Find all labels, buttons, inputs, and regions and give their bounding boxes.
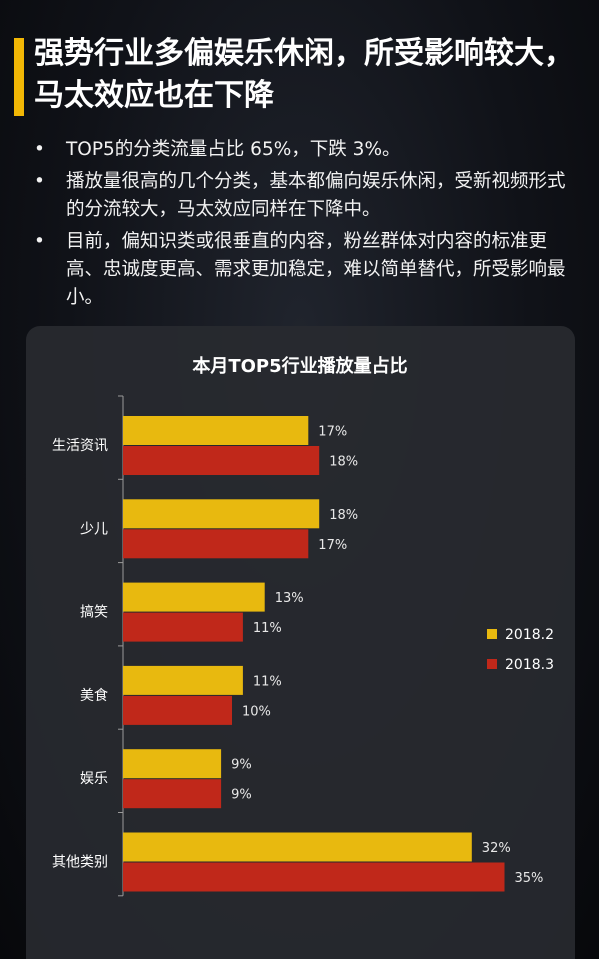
bullet-list: • TOP5的分类流量占比 65%，下跌 3%。 • 播放量很高的几个分类，基本都偏…: [30, 136, 575, 316]
chart-title: 本月TOP5行业播放量占比: [192, 355, 407, 377]
bar-2018.3: [123, 695, 232, 725]
data-label: 10%: [242, 704, 271, 719]
bar-2018.2: [123, 749, 222, 779]
bar-2018.3: [123, 779, 222, 809]
data-label: 9%: [231, 788, 252, 803]
data-label: 9%: [231, 758, 252, 773]
bar-2018.2: [123, 582, 265, 612]
bullet-item: • TOP5的分类流量占比 65%，下跌 3%。: [30, 136, 575, 164]
data-label: 35%: [515, 871, 544, 886]
data-label: 32%: [482, 841, 511, 856]
bullet-dot-icon: •: [34, 139, 45, 160]
data-label: 17%: [318, 538, 347, 553]
bar-2018.2: [123, 665, 243, 695]
bullet-text: TOP5的分类流量占比 65%，下跌 3%。: [66, 139, 401, 160]
category-label: 娱乐: [80, 771, 108, 787]
bullet-dot-icon: •: [34, 171, 45, 192]
category-label: 生活资讯: [52, 438, 108, 454]
bullet-item: • 播放量很高的几个分类，基本都偏向娱乐休闲，受新视频形式的分流较大，马太效应同样…: [30, 168, 575, 224]
bullet-dot-icon: •: [34, 231, 45, 252]
legend-entry: 2018.2: [505, 627, 554, 643]
data-label: 11%: [253, 674, 282, 689]
category-label: 美食: [80, 687, 108, 704]
category-label: 少儿: [80, 521, 108, 537]
legend-entry: 2018.3: [505, 657, 554, 673]
data-label: 11%: [253, 621, 282, 636]
chart-panel: 本月TOP5行业播放量占比生活资讯 17% 18% 少儿 18% 17% 搞笑 13% 11% 美…: [26, 326, 575, 959]
data-label: 13%: [275, 591, 304, 606]
bar-2018.2: [123, 499, 320, 529]
bar-2018.2: [123, 416, 309, 445]
legend-swatch: [487, 629, 497, 639]
bar-2018.3: [123, 862, 505, 892]
bullet-text: 播放量很高的几个分类，基本都偏向娱乐休闲，受新视频形式的分流较大，马太效应同样在…: [66, 171, 566, 220]
category-label: 其他类别: [52, 855, 108, 871]
bullet-item: • 目前，偏知识类或很垂直的内容，粉丝群体对内容的标准更高、忠诚度更高、需求更加稳…: [30, 228, 575, 312]
data-label: 17%: [318, 425, 347, 440]
legend-swatch: [487, 659, 497, 669]
bar-2018.2: [123, 832, 472, 862]
bar-2018.3: [123, 612, 243, 642]
bullet-text: 目前，偏知识类或很垂直的内容，粉丝群体对内容的标准更高、忠诚度更高、需求更加稳定…: [66, 231, 566, 308]
data-label: 18%: [329, 508, 358, 523]
bar-2018.3: [123, 529, 309, 559]
bar-2018.3: [123, 446, 320, 475]
category-label: 搞笑: [80, 605, 108, 621]
page-title: 强势行业多偏娱乐休闲，所受影响较大，马太效应也在下降: [34, 36, 574, 113]
data-label: 18%: [329, 455, 358, 470]
title-accent-bar: [14, 38, 24, 116]
